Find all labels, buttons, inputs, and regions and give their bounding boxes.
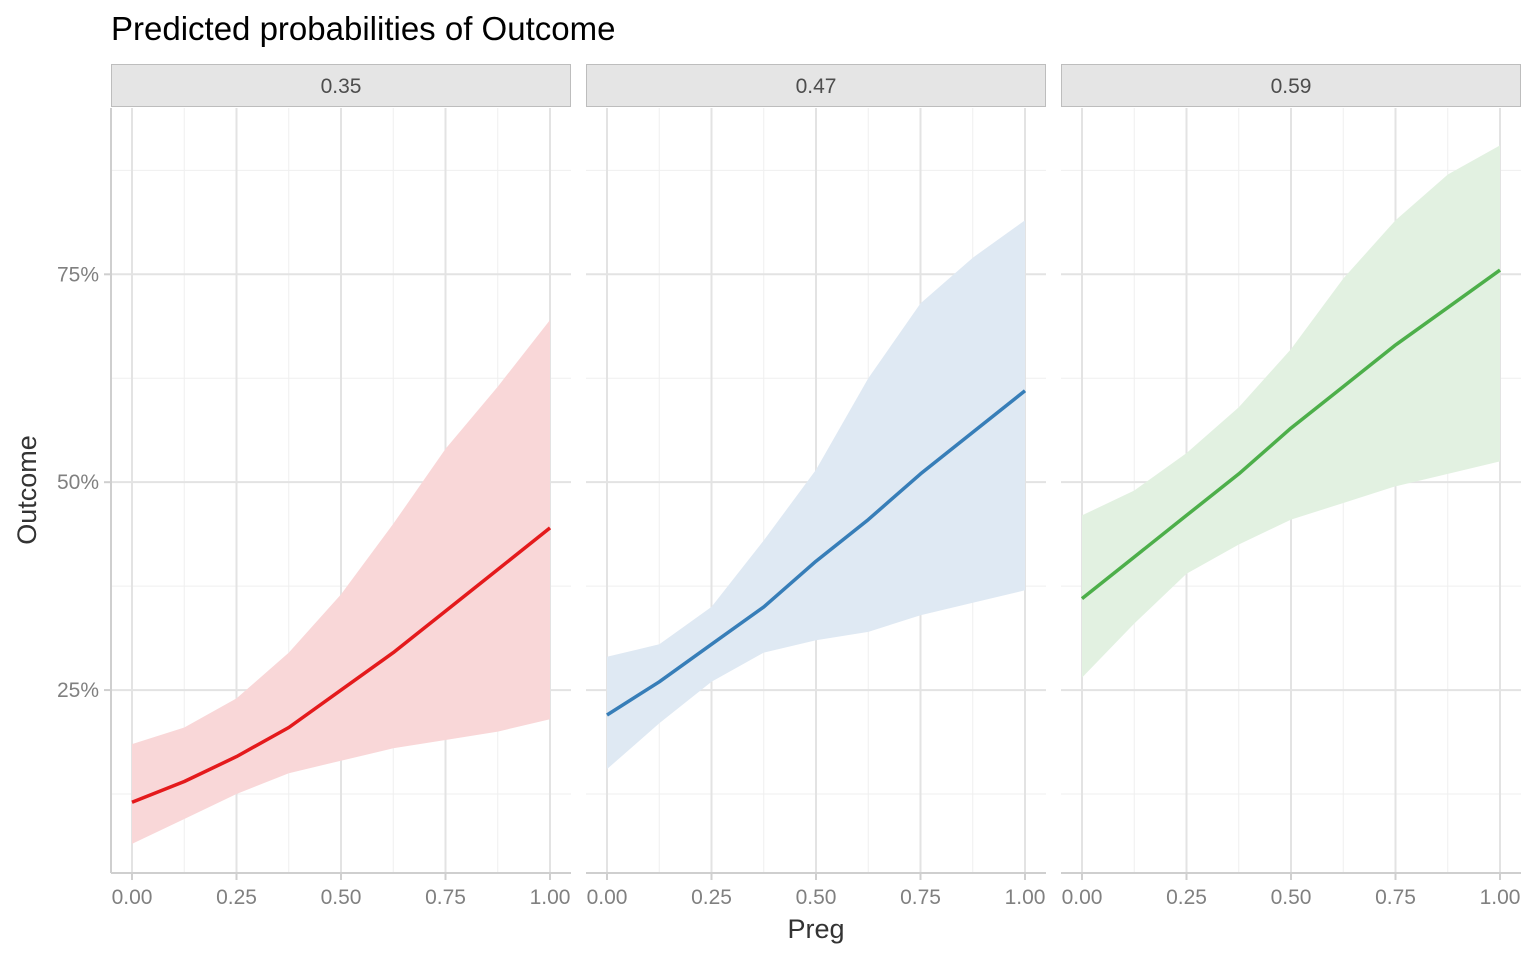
x-tick-label: 0.00 <box>1062 886 1103 909</box>
x-tick-label: 0.75 <box>425 886 466 909</box>
facet-strip-label: 0.35 <box>321 75 362 98</box>
x-tick-label: 0.25 <box>216 886 257 909</box>
facet-panel: 0.47 0.00 0.25 0.50 0.75 1.00 <box>586 64 1046 909</box>
series-line <box>1080 268 1502 600</box>
facet-panels: 0.35 0.00 0.25 0.50 0.75 1.00 25% 50% 75% 0.47 0.0… <box>57 64 1521 909</box>
facet-strip <box>586 64 1046 107</box>
x-tick-label: 0.50 <box>321 886 362 909</box>
x-tick-label: 0.00 <box>112 886 153 909</box>
y-tick-label: 50% <box>57 471 99 494</box>
confidence-band <box>1082 145 1500 678</box>
x-tick-label: 0.50 <box>796 886 837 909</box>
x-tick-label: 1.00 <box>1480 886 1521 909</box>
chart-title: Predicted probabilities of Outcome <box>111 10 615 47</box>
series-line <box>606 389 1027 717</box>
x-tick-label: 0.25 <box>691 886 732 909</box>
x-axis-title: Preg <box>787 914 844 944</box>
x-tick-label: 1.00 <box>1005 886 1046 909</box>
facet-panel: 0.35 0.00 0.25 0.50 0.75 1.00 25% 50% 75% <box>57 64 571 909</box>
facet-strip <box>1061 64 1521 107</box>
facet-panel: 0.59 0.00 0.25 0.50 0.75 1.00 <box>1061 64 1521 909</box>
x-tick-label: 0.00 <box>587 886 628 909</box>
x-tick-label: 0.50 <box>1271 886 1312 909</box>
x-tick-label: 1.00 <box>530 886 571 909</box>
y-tick-label: 25% <box>57 679 99 702</box>
y-axis-title: Outcome <box>12 435 42 545</box>
facet-strip <box>111 64 571 107</box>
y-tick-label: 75% <box>57 263 99 286</box>
x-tick-label: 0.25 <box>1166 886 1207 909</box>
series-line <box>131 526 552 804</box>
confidence-band <box>607 220 1025 770</box>
confidence-band <box>132 320 550 844</box>
x-tick-label: 0.75 <box>900 886 941 909</box>
x-tick-label: 0.75 <box>1375 886 1416 909</box>
facet-strip-label: 0.59 <box>1271 75 1312 98</box>
facet-strip-label: 0.47 <box>796 75 837 98</box>
